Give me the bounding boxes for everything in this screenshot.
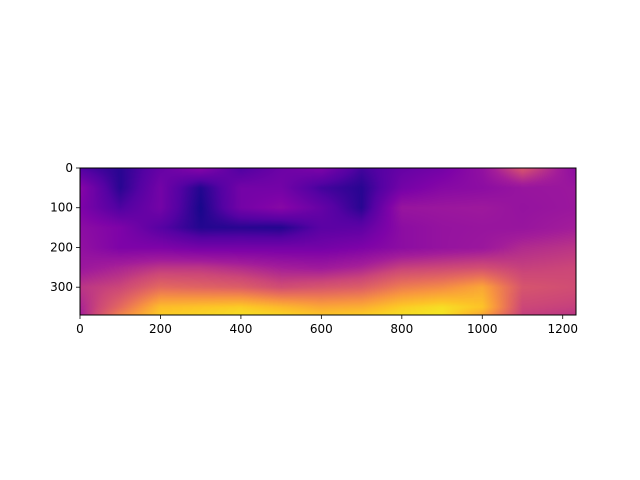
y-tick-label: 100 — [50, 201, 73, 215]
x-tick-label: 1000 — [467, 322, 498, 336]
x-tick-label: 200 — [149, 322, 172, 336]
axes-frame — [79, 167, 577, 316]
y-tick-label: 300 — [50, 280, 73, 294]
heatmap-image — [80, 168, 576, 315]
y-axis: 0 100 200 300 — [50, 161, 80, 294]
x-tick-label: 600 — [310, 322, 333, 336]
plot-area — [79, 167, 577, 316]
y-tick-label: 200 — [50, 240, 73, 254]
heatmap-image-container — [80, 168, 576, 315]
y-tick-label: 0 — [65, 161, 73, 175]
x-tick-label: 400 — [229, 322, 252, 336]
x-tick-label: 0 — [76, 322, 84, 336]
x-tick-label: 1200 — [547, 322, 578, 336]
x-tick-label: 800 — [390, 322, 413, 336]
x-axis: 0 200 400 600 800 1000 1200 — [76, 315, 578, 336]
